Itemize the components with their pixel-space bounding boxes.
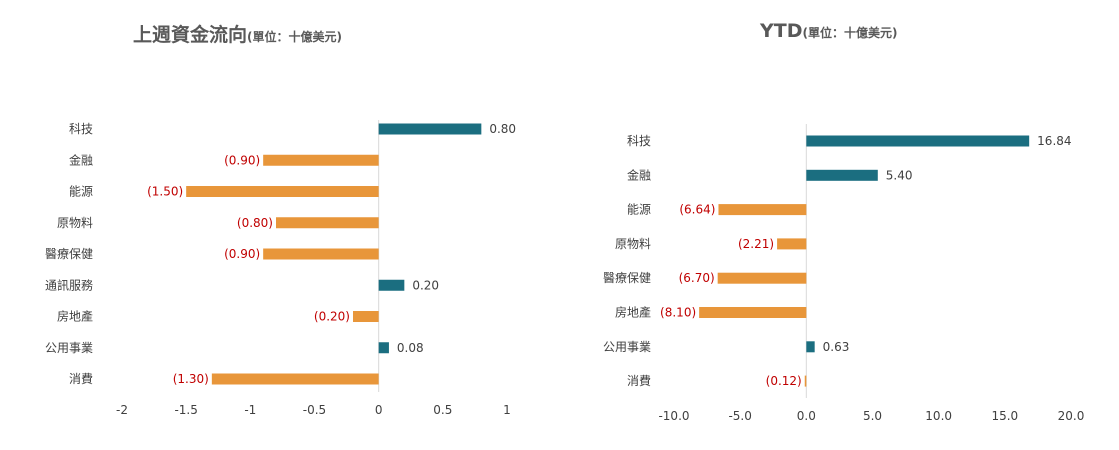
chart-title-weekly-main: 上週資金流向	[133, 24, 248, 46]
ytd-bar	[806, 341, 815, 353]
weekly-data-label: (1.30)	[173, 372, 209, 386]
ytd-bar	[777, 238, 807, 250]
weekly-bar	[263, 154, 379, 166]
ytd-data-label: 5.40	[886, 168, 913, 182]
chart-title-ytd-unit: (單位：十億美元)	[802, 26, 898, 40]
weekly-bar	[263, 248, 379, 260]
ytd-bar	[718, 204, 807, 216]
ytd-bar	[699, 307, 807, 318]
weekly-bar	[378, 123, 482, 135]
chart-title-weekly: 上週資金流向(單位：十億美元)	[133, 20, 342, 47]
ytd-tick-label: -5.0	[728, 409, 751, 423]
weekly-data-label: (0.80)	[237, 216, 273, 230]
ytd-tick-label: 0.0	[797, 409, 816, 423]
weekly-category-label: 房地產	[57, 309, 93, 324]
ytd-data-label: (2.21)	[738, 237, 774, 251]
weekly-bar	[378, 342, 389, 354]
ytd-bar	[717, 272, 807, 284]
ytd-bar	[804, 375, 807, 387]
weekly-tick-label: 0.5	[433, 403, 452, 417]
weekly-data-label: (0.90)	[224, 153, 260, 167]
chart-title-ytd-main: YTD	[760, 20, 803, 42]
weekly-category-label: 公用事業	[45, 341, 93, 355]
ytd-data-label: (6.64)	[679, 203, 715, 217]
weekly-category-label: 科技	[69, 122, 93, 136]
ytd-data-label: (8.10)	[660, 306, 696, 320]
weekly-data-label: 0.08	[397, 341, 424, 355]
weekly-tick-label: -1.5	[174, 403, 197, 417]
weekly-category-label: 金融	[69, 152, 93, 167]
weekly-tick-label: -0.5	[303, 403, 326, 417]
weekly-category-label: 原物料	[57, 216, 93, 230]
weekly-data-label: 0.20	[412, 278, 439, 292]
weekly-data-label: (0.20)	[314, 310, 350, 324]
ytd-category-label: 公用事業	[603, 340, 651, 354]
weekly-data-label: (0.90)	[224, 247, 260, 261]
weekly-category-label: 消費	[69, 371, 93, 386]
ytd-tick-label: 5.0	[863, 409, 882, 423]
ytd-data-label: (6.70)	[679, 271, 715, 285]
ytd-data-label: 0.63	[823, 340, 850, 354]
ytd-tick-label: 20.0	[1058, 409, 1085, 423]
ytd-category-label: 科技	[627, 134, 651, 148]
weekly-tick-label: 0	[375, 403, 383, 417]
ytd-bar	[806, 169, 878, 181]
ytd-category-label: 醫療保健	[603, 271, 651, 285]
weekly-category-label: 通訊服務	[45, 277, 93, 292]
ytd-category-label: 金融	[627, 167, 651, 182]
weekly-tick-label: -2	[116, 403, 128, 417]
weekly-bar	[353, 311, 379, 322]
weekly-bar	[378, 279, 405, 291]
chart-title-ytd: YTD(單位：十億美元)	[760, 20, 897, 42]
ytd-category-label: 消費	[627, 373, 651, 388]
weekly-tick-label: -1	[244, 403, 256, 417]
ytd-tick-label: 15.0	[991, 409, 1018, 423]
ytd-category-label: 能源	[627, 203, 651, 217]
ytd-bar	[806, 135, 1030, 147]
weekly-category-label: 醫療保健	[45, 247, 93, 261]
ytd-tick-label: -10.0	[658, 409, 689, 423]
ytd-data-label: (0.12)	[766, 374, 802, 388]
chart-title-weekly-unit: (單位：十億美元)	[247, 30, 342, 44]
ytd-tick-label: 10.0	[925, 409, 952, 423]
weekly-bar	[186, 186, 379, 197]
weekly-data-label: 0.80	[489, 122, 516, 136]
ytd-category-label: 原物料	[615, 237, 651, 251]
weekly-data-label: (1.50)	[147, 185, 183, 199]
ytd-data-label: 16.84	[1037, 134, 1071, 148]
ytd-category-label: 房地產	[615, 305, 651, 320]
weekly-tick-label: 1	[503, 403, 511, 417]
weekly-bar	[276, 217, 379, 229]
weekly-bar	[211, 373, 379, 385]
weekly-category-label: 能源	[69, 185, 93, 199]
